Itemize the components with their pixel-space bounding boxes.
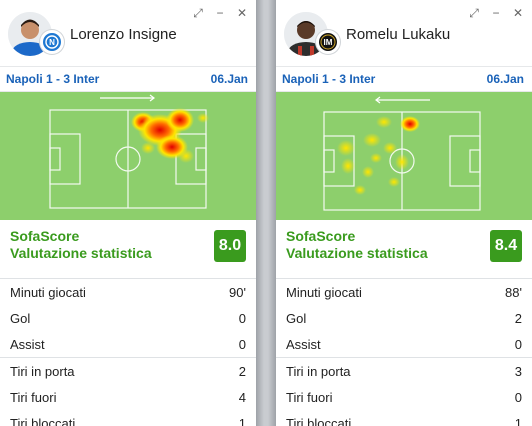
stat-label: Tiri bloccati [10,415,76,426]
napoli-badge-icon[interactable]: N [40,30,64,54]
close-icon[interactable]: ✕ [512,6,524,20]
stat-label: Gol [10,310,31,326]
stat-value: 0 [514,336,522,352]
card-header: N Lorenzo Insigne ⤢ − ✕ [0,0,256,67]
stat-row-shots-off-target: Tiri fuori 0 [276,384,532,410]
stat-value: 1 [238,415,246,426]
attack-direction-icon [100,94,155,102]
stat-label: Gol [286,310,307,326]
stat-row-shots-blocked: Tiri bloccati 1 [0,410,256,426]
stat-label: Assist [10,336,45,352]
stat-row-assists: Assist 0 [276,331,532,357]
stat-row-shots-on-target: Tiri in porta 2 [0,357,256,384]
stat-row-goals: Gol 0 [0,305,256,331]
minimize-icon[interactable]: − [216,6,224,20]
stat-label: Tiri in porta [286,363,351,379]
stat-label: Assist [286,336,321,352]
window-controls: ⤢ − ✕ [192,6,248,21]
stat-row-minutes: Minuti giocati 88' [276,278,532,305]
stat-value: 1 [514,415,522,426]
player-card-lukaku: IM Romelu Lukaku ⤢ − ✕ Napoli 1 - 3 Inte… [276,0,532,426]
rating-subtitle: Valutazione statistica [286,245,428,261]
stat-label: Tiri in porta [10,363,75,379]
rating-title: SofaScore [10,228,80,244]
stat-row-shots-blocked: Tiri bloccati 1 [276,410,532,426]
inter-badge-icon[interactable]: IM [316,30,340,54]
stats-list: Minuti giocati 90' Gol 0 Assist 0 Tiri in p… [0,278,256,426]
rating-section: SofaScore Valutazione statistica 8.0 [0,220,256,278]
svg-text:IM: IM [324,38,333,47]
stat-value: 4 [238,389,246,405]
rating-title: SofaScore [286,228,356,244]
stat-value: 88' [505,284,522,300]
stat-value: 3 [514,363,522,379]
stat-value: 90' [229,284,246,300]
rating-badge: 8.4 [490,230,522,262]
heat-zones [131,108,209,163]
stat-value: 2 [514,310,522,326]
stat-label: Tiri bloccati [286,415,352,426]
stat-row-assists: Assist 0 [0,331,256,357]
stat-value: 2 [238,363,246,379]
card-header: IM Romelu Lukaku ⤢ − ✕ [276,0,532,67]
stat-label: Tiri fuori [286,389,333,405]
stat-row-goals: Gol 2 [276,305,532,331]
stat-row-shots-on-target: Tiri in porta 3 [276,357,532,384]
match-row[interactable]: Napoli 1 - 3 Inter 06.Jan [276,67,532,92]
player-name[interactable]: Lorenzo Insigne [70,26,177,43]
rating-subtitle: Valutazione statistica [10,245,152,261]
panel-divider [256,0,276,426]
heat-zones [337,116,420,195]
player-card-insigne: N Lorenzo Insigne ⤢ − ✕ Napoli 1 - 3 Int… [0,0,256,426]
stat-value: 0 [514,389,522,405]
window-controls: ⤢ − ✕ [468,6,524,21]
pitch-lines [49,109,207,209]
stat-label: Minuti giocati [286,284,362,300]
close-icon[interactable]: ✕ [236,6,248,20]
expand-icon[interactable]: ⤢ [193,6,203,20]
match-row[interactable]: Napoli 1 - 3 Inter 06.Jan [0,67,256,92]
stat-label: Minuti giocati [10,284,86,300]
match-score[interactable]: Napoli 1 - 3 Inter [6,72,100,86]
stat-value: 0 [238,336,246,352]
svg-text:N: N [49,38,55,47]
expand-icon[interactable]: ⤢ [469,6,479,20]
attack-direction-icon [375,96,430,104]
stat-row-shots-off-target: Tiri fuori 4 [0,384,256,410]
heatmap [0,92,256,220]
match-date: 06.Jan [486,72,524,86]
heatmap [276,92,532,220]
stat-value: 0 [238,310,246,326]
rating-section: SofaScore Valutazione statistica 8.4 [276,220,532,278]
stat-row-minutes: Minuti giocati 90' [0,278,256,305]
minimize-icon[interactable]: − [492,6,500,20]
rating-badge: 8.0 [214,230,246,262]
match-score[interactable]: Napoli 1 - 3 Inter [282,72,376,86]
player-name[interactable]: Romelu Lukaku [346,26,451,43]
stats-list: Minuti giocati 88' Gol 2 Assist 0 Tiri in p… [276,278,532,426]
match-date: 06.Jan [210,72,248,86]
stat-label: Tiri fuori [10,389,57,405]
